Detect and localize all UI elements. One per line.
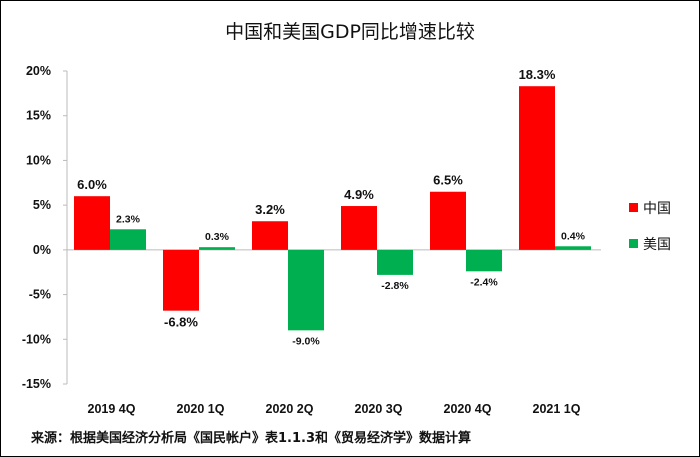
x-tick-label: 2020 4Q (444, 402, 492, 416)
y-tick-label: -10% (22, 332, 51, 346)
x-tick-label: 2020 2Q (266, 402, 314, 416)
data-label: 18.3% (519, 67, 556, 82)
y-tick-label: 15% (26, 109, 51, 123)
bar-china (519, 86, 555, 250)
data-label: 2.3% (116, 213, 141, 225)
y-tick-label: 5% (33, 198, 51, 212)
legend-label: 中国 (643, 201, 671, 217)
bar-china (163, 249, 199, 311)
data-label: -2.8% (381, 280, 409, 292)
bar-china (341, 206, 377, 250)
x-tick-label: 2020 3Q (355, 402, 403, 416)
chart-title: 中国和美国GDP同比增速比较 (225, 21, 475, 43)
y-tick-label: 20% (26, 64, 51, 78)
bar-usa (555, 246, 591, 250)
legend-swatch (629, 203, 638, 212)
bar-usa (110, 229, 146, 250)
data-label: -9.0% (292, 335, 320, 347)
data-label: -6.8% (164, 315, 198, 330)
y-tick-label: 10% (26, 153, 51, 167)
x-tick-label: 2020 1Q (177, 402, 225, 416)
data-label: 3.2% (255, 202, 285, 217)
data-label: 4.9% (344, 187, 374, 202)
y-tick-label: -15% (22, 377, 51, 391)
y-tick-label: 0% (33, 243, 51, 257)
bar-usa (199, 247, 235, 250)
bar-usa (377, 249, 413, 275)
legend-swatch (629, 239, 638, 248)
x-tick-label: 2019 4Q (88, 402, 136, 416)
data-label: 6.5% (433, 173, 463, 188)
source-note: 来源：根据美国经济分析局《国民帐户》表1.1.3和《贸易经济学》数据计算 (30, 430, 471, 446)
bar-china (430, 191, 466, 250)
bar-usa (466, 249, 502, 272)
data-label: 0.3% (205, 231, 230, 243)
bar-china (74, 196, 110, 250)
x-tick-label: 2021 1Q (533, 402, 581, 416)
bar-usa (288, 249, 324, 331)
legend-label: 美国 (643, 237, 671, 253)
bar-china (252, 221, 288, 250)
data-label: 0.4% (561, 230, 586, 242)
y-tick-label: -5% (29, 288, 51, 302)
data-label: 6.0% (77, 177, 107, 192)
data-label: -2.4% (470, 276, 498, 288)
